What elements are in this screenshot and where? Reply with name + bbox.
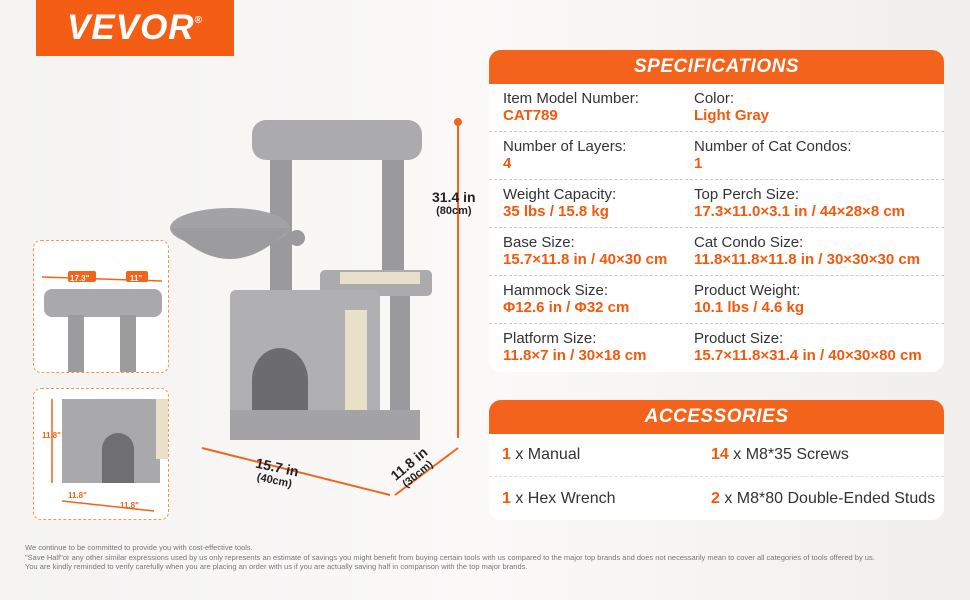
accessory-item: 14 x M8*35 Screws	[699, 446, 944, 464]
spec-label: Hammock Size:	[503, 282, 609, 299]
spec-cell: Item Model Number: CAT789	[489, 90, 680, 131]
spec-value: 17.3×11.0×3.1 in / 44×28×8 cm	[694, 203, 906, 220]
accessory-text: x M8*35 Screws	[728, 446, 849, 463]
spec-label: Weight Capacity:	[503, 186, 617, 203]
spec-value: 11.8×7 in / 30×18 cm	[503, 347, 647, 364]
spec-value: Light Gray	[694, 107, 770, 124]
spec-label: Number of Layers:	[503, 138, 627, 155]
disclaimer-line: We continue to be committed to provide y…	[25, 543, 253, 552]
spec-value: 4	[503, 155, 512, 172]
spec-cell: Color: Light Gray	[680, 90, 944, 131]
spec-cell: Weight Capacity: 35 lbs / 15.8 kg	[489, 186, 680, 227]
spec-value: 15.7×11.8×31.4 in / 40×30×80 cm	[694, 347, 922, 364]
spec-label: Product Size:	[694, 330, 784, 347]
perch-length-label: 17.3"	[70, 274, 90, 283]
spec-label: Color:	[694, 90, 735, 107]
spec-row: Base Size: 15.7×11.8 in / 40×30 cm Cat Con…	[489, 228, 944, 276]
accessory-text: x M8*80 Double-Ended Studs	[719, 489, 936, 507]
accessory-text: x Manual	[510, 446, 581, 463]
spec-label: Top Perch Size:	[694, 186, 800, 203]
accessory-item: 1 x Manual	[489, 446, 699, 464]
spec-label: Product Weight:	[694, 282, 801, 299]
condo-image	[51, 399, 168, 512]
spec-row: Hammock Size: Φ12.6 in / Φ32 cm Product We…	[489, 276, 944, 324]
spec-label: Cat Condo Size:	[694, 234, 804, 251]
thumbnail-condo: 11.8" 11.8" 11.8"	[33, 388, 169, 520]
top-perch-image	[41, 271, 163, 372]
spec-value: 35 lbs / 15.8 kg	[503, 203, 609, 220]
spec-cell: Base Size: 15.7×11.8 in / 40×30 cm	[489, 234, 680, 275]
specifications-panel: SPECIFICATIONS Item Model Number: CAT789 C…	[489, 50, 944, 372]
perch-width-label: 11"	[130, 274, 143, 283]
condo-depth-label: 11.8"	[68, 491, 87, 500]
accessory-row: 1 x Manual 14 x M8*35 Screws	[489, 434, 944, 477]
spec-value: 11.8×11.8×11.8 in / 30×30×30 cm	[694, 251, 921, 268]
condo-height-label: 11.8"	[42, 431, 61, 440]
spec-value: Φ12.6 in / Φ32 cm	[503, 299, 630, 316]
spec-cell: Number of Cat Condos: 1	[680, 138, 944, 179]
spec-row: Weight Capacity: 35 lbs / 15.8 kg Top Perc…	[489, 180, 944, 228]
accessory-qty: 14	[711, 446, 729, 463]
accessory-row: 1 x Hex Wrench 2 x M8*80 Double-Ended Stu…	[489, 477, 944, 520]
accessory-item: 2 x M8*80 Double-Ended Studs	[699, 490, 944, 508]
accessory-qty: 1	[502, 489, 511, 507]
accessory-text: x Hex Wrench	[510, 489, 616, 507]
spec-label: Base Size:	[503, 234, 575, 251]
spec-row: Platform Size: 11.8×7 in / 30×18 cm Produc…	[489, 324, 944, 372]
spec-value: 15.7×11.8 in / 40×30 cm	[503, 251, 668, 268]
height-dimension: 31.4 in (80cm)	[432, 190, 476, 218]
spec-row: Item Model Number: CAT789 Color: Light Gray	[489, 84, 944, 132]
vevor-logo: VEVOR ®	[36, 0, 234, 56]
disclaimer: We continue to be committed to provide y…	[25, 543, 945, 572]
accessory-qty: 1	[502, 446, 511, 463]
spec-cell: Hammock Size: Φ12.6 in / Φ32 cm	[489, 282, 680, 323]
condo-width-label: 11.8"	[120, 501, 139, 510]
spec-label: Platform Size:	[503, 330, 597, 347]
spec-value: CAT789	[503, 107, 558, 124]
thumbnail-top-perch: 17.3" 11"	[33, 240, 169, 373]
accessory-qty: 2	[711, 489, 720, 507]
spec-cell: Number of Layers: 4	[489, 138, 680, 179]
logo-text: VEVOR	[67, 8, 195, 47]
disclaimer-line: You are kindly reminded to verify carefu…	[25, 562, 528, 571]
spec-cell: Platform Size: 11.8×7 in / 30×18 cm	[489, 330, 680, 372]
spec-value: 1	[694, 155, 703, 172]
spec-cell: Product Weight: 10.1 lbs / 4.6 kg	[680, 282, 944, 323]
height-cm: (80cm)	[436, 205, 472, 217]
spec-cell: Product Size: 15.7×11.8×31.4 in / 40×30×8…	[680, 330, 944, 372]
height-in: 31.4 in	[432, 189, 476, 205]
accessories-panel: ACCESSORIES 1 x Manual 14 x M8*35 Screws 1…	[489, 400, 944, 520]
spec-label: Item Model Number:	[503, 90, 639, 107]
spec-cell: Cat Condo Size: 11.8×11.8×11.8 in / 30×30…	[680, 234, 944, 275]
cat-tree-image	[170, 118, 462, 496]
registered-mark: ®	[194, 14, 203, 26]
disclaimer-line: "Save Half"or any other similar expressi…	[25, 552, 875, 562]
spec-label: Number of Cat Condos:	[694, 138, 852, 155]
specifications-title: SPECIFICATIONS	[489, 50, 944, 84]
spec-row: Number of Layers: 4 Number of Cat Condos: 1	[489, 132, 944, 180]
accessories-title: ACCESSORIES	[489, 400, 944, 434]
spec-value: 10.1 lbs / 4.6 kg	[694, 299, 805, 316]
spec-cell: Top Perch Size: 17.3×11.0×3.1 in / 44×28×…	[680, 186, 944, 227]
accessory-item: 1 x Hex Wrench	[489, 490, 699, 508]
